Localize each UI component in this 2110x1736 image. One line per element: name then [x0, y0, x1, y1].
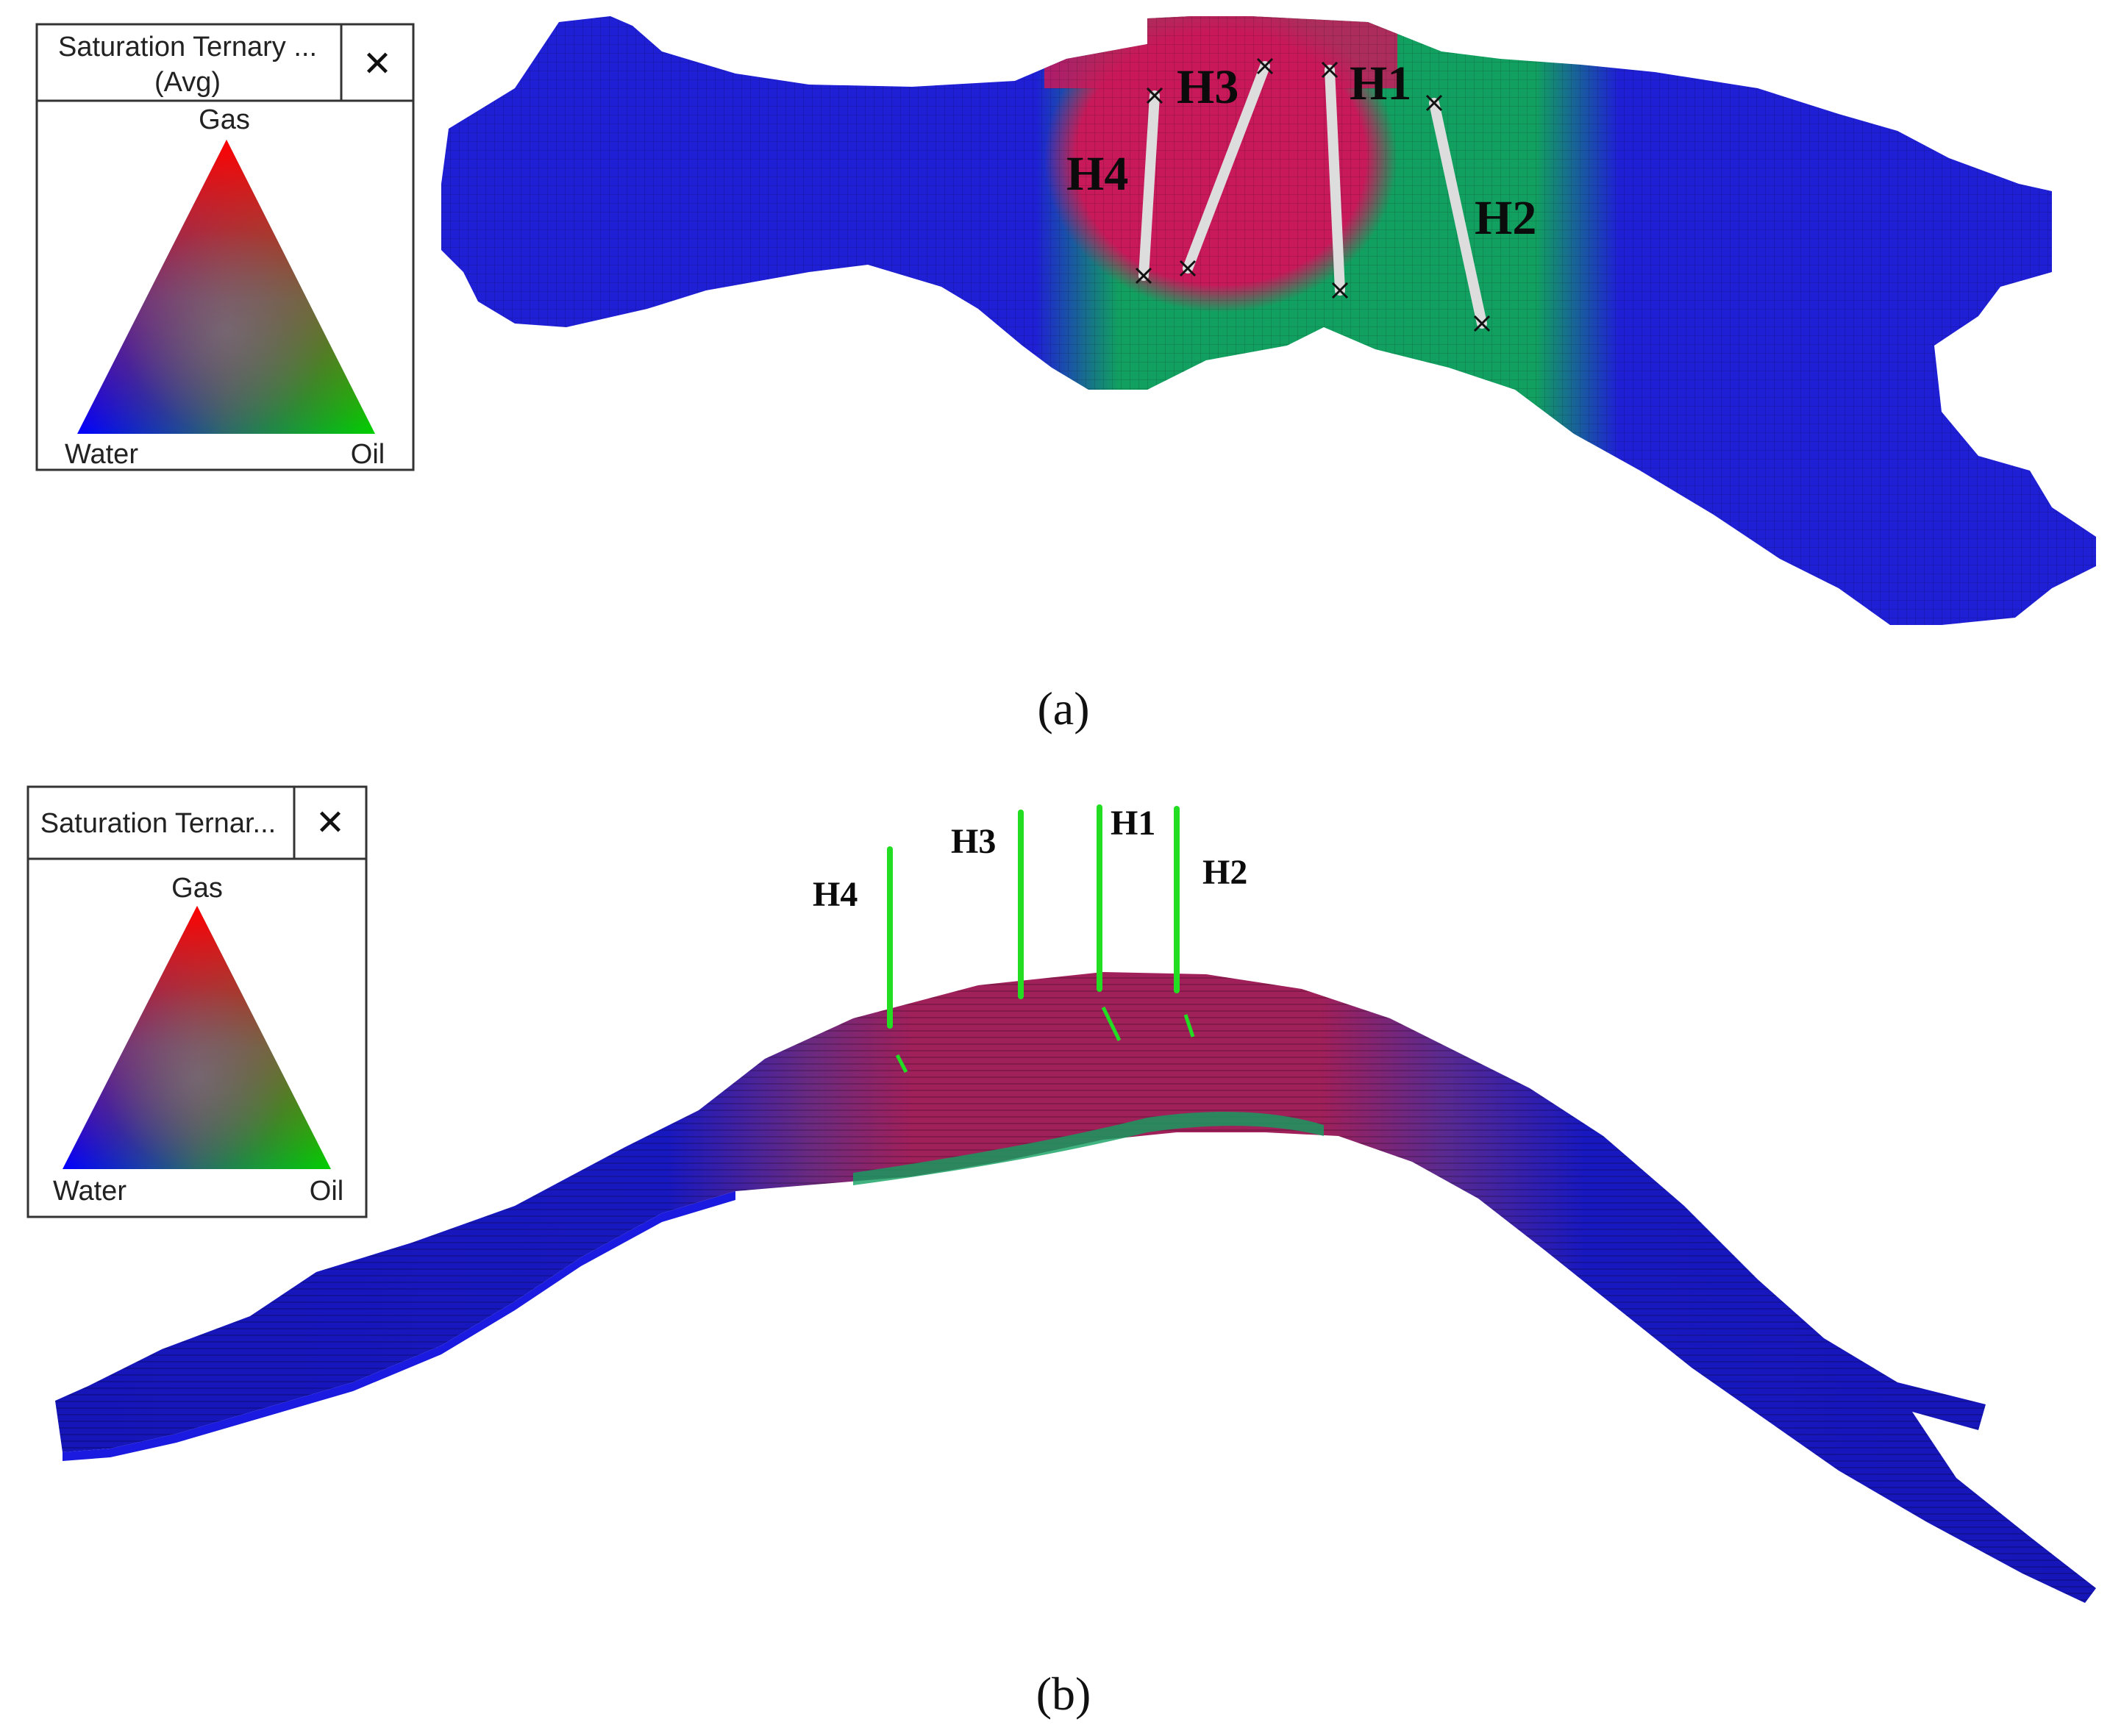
ternary-triangle-icon — [77, 140, 375, 434]
well-h2-track — [1429, 98, 1487, 329]
panel-a: Saturation Ternary ... (Avg) ✕ Gas Water… — [35, 16, 2096, 735]
well-completions-b — [895, 1006, 1195, 1074]
legend-vertex-oil: Oil — [351, 439, 385, 470]
legend-title-line1: Saturation Ternary ... — [58, 32, 317, 62]
close-icon[interactable]: ✕ — [363, 43, 392, 85]
ternary-legend-a: Saturation Ternary ... (Avg) ✕ Gas Water… — [35, 23, 415, 471]
well-label-h4-b: H4 — [813, 875, 858, 914]
well-label-h2-a: H2 — [1475, 191, 1536, 245]
reservoir-grid-map-a — [441, 16, 2096, 625]
well-h1-track — [1325, 65, 1345, 296]
legend-vertex-water: Water — [65, 439, 138, 470]
panel-b: Saturation Ternar... ✕ Gas Water Oil — [26, 785, 2096, 1720]
legend-vertex-gas: Gas — [171, 873, 223, 904]
vertical-wells-b — [887, 804, 1180, 1029]
ternary-legend-b: Saturation Ternar... ✕ Gas Water Oil — [26, 785, 368, 1218]
legend-title-line2: (Avg) — [154, 67, 221, 98]
legend-vertex-oil: Oil — [310, 1176, 343, 1207]
well-label-h3-a: H3 — [1177, 60, 1238, 114]
caption-b: (b) — [1036, 1668, 1091, 1720]
caption-a: (a) — [1037, 682, 1089, 735]
well-label-h1-b: H1 — [1111, 804, 1155, 843]
well-trajectories-a — [1138, 61, 1487, 329]
well-label-h3-b: H3 — [951, 822, 996, 861]
well-h4-track — [1138, 90, 1160, 281]
legend-vertex-water: Water — [53, 1176, 126, 1207]
close-icon[interactable]: ✕ — [316, 802, 345, 843]
legend-header — [35, 23, 415, 102]
well-label-h2-b: H2 — [1202, 853, 1247, 892]
legend-header — [26, 785, 368, 860]
ternary-triangle-icon — [63, 906, 331, 1169]
legend-title-line1: Saturation Ternar... — [40, 808, 276, 839]
well-label-h4-a: H4 — [1066, 147, 1128, 201]
well-label-h1-a: H1 — [1350, 57, 1411, 110]
legend-vertex-gas: Gas — [199, 104, 250, 135]
well-markers-a — [1135, 57, 1491, 332]
reservoir-3d-body-b — [55, 972, 2096, 1603]
well-h3-track — [1183, 61, 1270, 274]
